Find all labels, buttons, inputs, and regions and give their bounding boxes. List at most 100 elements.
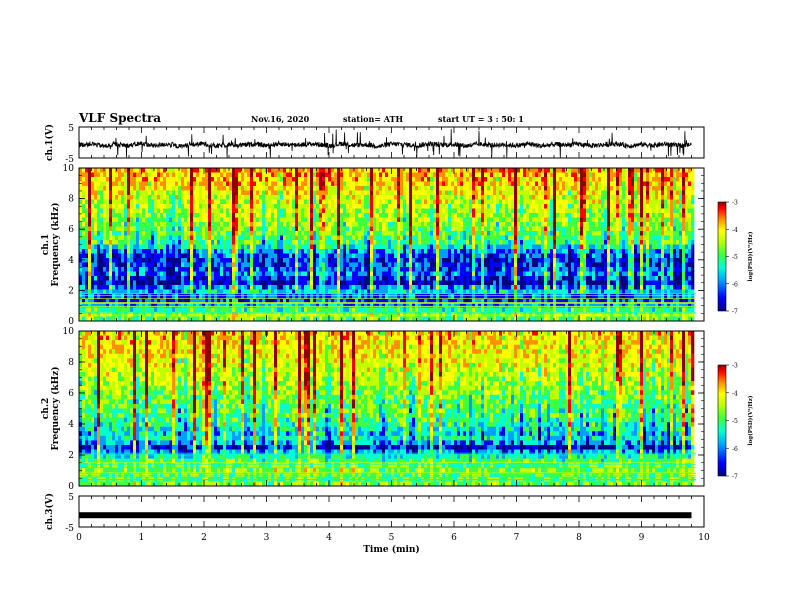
spectrogram-cell (202, 240, 206, 245)
spectrogram-cell (274, 181, 278, 187)
spectrogram-cell (163, 307, 167, 313)
spectrogram-cell (340, 226, 344, 232)
spectrogram-cell (232, 226, 236, 232)
spectrogram-cell (451, 181, 455, 187)
spectrogram-cell (241, 276, 245, 281)
spectrogram-cell (322, 177, 326, 182)
spectrogram-cell (385, 195, 389, 200)
spectrogram-cell (481, 249, 485, 254)
spectrogram-cell (388, 271, 392, 277)
spectrogram-cell (394, 199, 398, 205)
spectrogram-cell (214, 303, 218, 308)
spectrogram-cell (103, 258, 107, 263)
spectrogram-cell (154, 186, 158, 191)
spectrogram-cell (151, 253, 155, 259)
spectrogram-cell (457, 307, 461, 313)
spectrogram-cell (508, 231, 512, 236)
spectrogram-cell (454, 298, 458, 304)
spectrogram-cell (460, 217, 464, 223)
spectrogram-cell (361, 276, 365, 281)
spectrogram-cell (226, 276, 230, 281)
spectrogram-cell (487, 276, 491, 281)
spectrogram-cell (205, 181, 209, 187)
spectrogram-cell (289, 222, 293, 227)
spectrogram-cell (226, 172, 230, 178)
spectrogram-cell (457, 289, 461, 295)
spectrogram-cell (475, 276, 479, 281)
spectrogram-cell (253, 244, 257, 250)
spectrogram-cell (463, 181, 467, 187)
spectrogram-cell (346, 204, 350, 209)
spectrogram-cell (322, 226, 326, 232)
spectrogram-cell (418, 195, 422, 200)
spectrogram-cell (505, 190, 509, 196)
spectrogram-cell (208, 240, 212, 245)
spectrogram-cell (139, 213, 143, 218)
spectrogram-cell (394, 267, 398, 272)
spectrogram-cell (229, 190, 233, 196)
spectrogram-cell (91, 217, 95, 223)
spectrogram-cell (325, 177, 329, 182)
spectrogram-cell (283, 177, 287, 182)
spectrogram-cell (439, 294, 443, 299)
spectrogram-cell (343, 294, 347, 299)
spectrogram-cell (274, 186, 278, 191)
spectrogram-cell (199, 307, 203, 313)
spectrogram-cell (319, 231, 323, 236)
spectrogram-cell (424, 276, 428, 281)
spectrogram-cell (85, 213, 89, 218)
spectrogram-cell (184, 226, 188, 232)
spectrogram-cell (502, 231, 506, 236)
spectrogram-cell (301, 267, 305, 272)
spectrogram-cell (235, 217, 239, 223)
spectrogram-cell (496, 190, 500, 196)
spectrogram-cell (163, 195, 167, 200)
spectrogram-cell (298, 316, 302, 322)
spectrogram-cell (181, 289, 185, 295)
spectrogram-cell (370, 217, 374, 223)
spectrogram-cell (268, 204, 272, 209)
spectrogram-cell (271, 208, 275, 214)
spectrogram-cell (190, 276, 194, 281)
spectrogram-cell (118, 186, 122, 191)
spectrogram-cell (430, 267, 434, 272)
spectrogram-cell (451, 244, 455, 250)
spectrogram-cell (403, 213, 407, 218)
spectrogram-cell (289, 298, 293, 304)
spectrogram-cell (301, 204, 305, 209)
spectrogram-cell (103, 217, 107, 223)
spectrogram-cell (151, 258, 155, 263)
spectrogram-cell (244, 253, 248, 259)
spectrogram-cell (391, 199, 395, 205)
spectrogram-cell (457, 235, 461, 241)
spectrogram-cell (139, 262, 143, 268)
spectrogram-cell (196, 258, 200, 263)
spectrogram-cell (430, 249, 434, 254)
spectrogram-cell (445, 289, 449, 295)
spectrogram-cell (169, 276, 173, 281)
spectrogram-cell (244, 235, 248, 241)
spectrogram-cell (145, 307, 149, 313)
spectrogram-cell (97, 172, 101, 178)
spectrogram-cell (361, 231, 365, 236)
spectrogram-cell (94, 289, 98, 295)
spectrogram-cell (121, 262, 125, 268)
spectrogram-cell (391, 303, 395, 308)
spectrogram-cell (409, 190, 413, 196)
spectrogram-cell (289, 303, 293, 308)
spectrogram-cell (220, 267, 224, 272)
spectrogram-cell (484, 244, 488, 250)
spectrogram-cell (364, 172, 368, 178)
spectrogram-cell (193, 253, 197, 259)
spectrogram-cell (103, 204, 107, 209)
spectrogram-cell (97, 280, 101, 286)
spectrogram-cell (457, 240, 461, 245)
spectrogram-cell (298, 172, 302, 178)
spectrogram-cell (133, 195, 137, 200)
spectrogram-cell (301, 298, 305, 304)
spectrogram-cell (178, 244, 182, 250)
spectrogram-cell (481, 195, 485, 200)
spectrogram-cell (88, 294, 92, 299)
spectrogram-cell (172, 199, 176, 205)
spectrogram-cell (214, 186, 218, 191)
